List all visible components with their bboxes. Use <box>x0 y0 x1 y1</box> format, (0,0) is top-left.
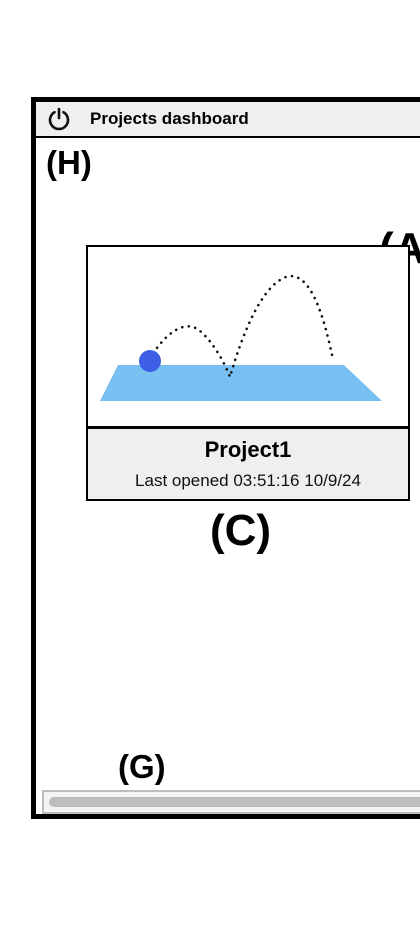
ball <box>139 350 161 372</box>
power-button[interactable] <box>46 106 72 132</box>
project-name: Project1 <box>204 437 292 462</box>
thumbnail-graphic <box>100 274 382 401</box>
dashboard-window: Projects dashboard (H) (A Project1 Last … <box>31 97 420 819</box>
trajectory-path <box>148 274 334 382</box>
window-title: Projects dashboard <box>90 109 249 128</box>
project-card-footer: Project1 Last opened 03:51:16 10/9/24 <box>88 429 408 499</box>
ground-plane <box>100 365 382 401</box>
title-bar: Projects dashboard <box>36 102 420 138</box>
project-card[interactable]: Project1 Last opened 03:51:16 10/9/24 <box>86 245 410 501</box>
power-icon <box>48 107 70 131</box>
annotation-label-h: (H) <box>46 144 92 181</box>
annotation-label-g: (G) <box>118 748 166 785</box>
project-last-opened: Last opened 03:51:16 10/9/24 <box>135 471 361 490</box>
scrollbar-thumb[interactable] <box>49 797 420 807</box>
horizontal-scrollbar[interactable] <box>42 790 420 814</box>
annotation-label-c: (C) <box>210 506 272 555</box>
project-thumbnail <box>88 247 408 429</box>
